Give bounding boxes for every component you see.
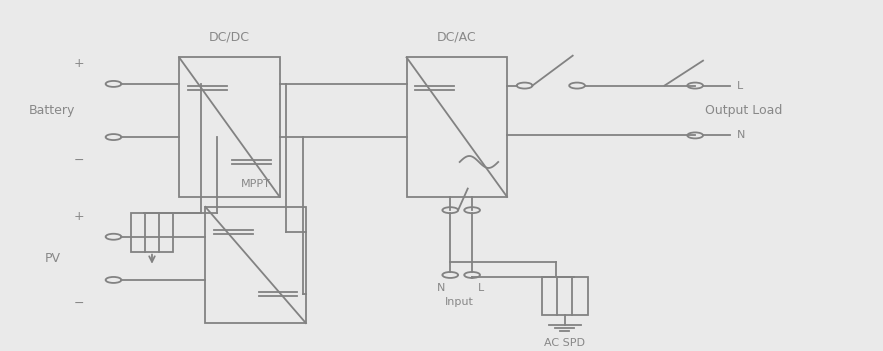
Bar xyxy=(179,57,280,197)
Text: L: L xyxy=(737,81,743,91)
Text: AC SPD: AC SPD xyxy=(544,338,585,348)
Text: DC/AC: DC/AC xyxy=(437,31,477,44)
Text: Output Load: Output Load xyxy=(705,104,782,117)
Text: +: + xyxy=(73,210,84,223)
Text: −: − xyxy=(73,297,84,310)
Text: PV: PV xyxy=(44,252,60,265)
Text: N: N xyxy=(437,283,446,293)
Text: Battery: Battery xyxy=(29,104,75,117)
Text: L: L xyxy=(478,283,484,293)
Text: DC/DC: DC/DC xyxy=(209,31,250,44)
Bar xyxy=(131,213,173,252)
Text: N: N xyxy=(737,131,745,140)
Text: −: − xyxy=(73,154,84,167)
Bar xyxy=(542,277,587,315)
Bar xyxy=(406,57,507,197)
Text: MPPT: MPPT xyxy=(241,179,270,188)
Text: +: + xyxy=(73,58,84,71)
Bar xyxy=(206,207,306,323)
Text: Input: Input xyxy=(444,297,473,306)
